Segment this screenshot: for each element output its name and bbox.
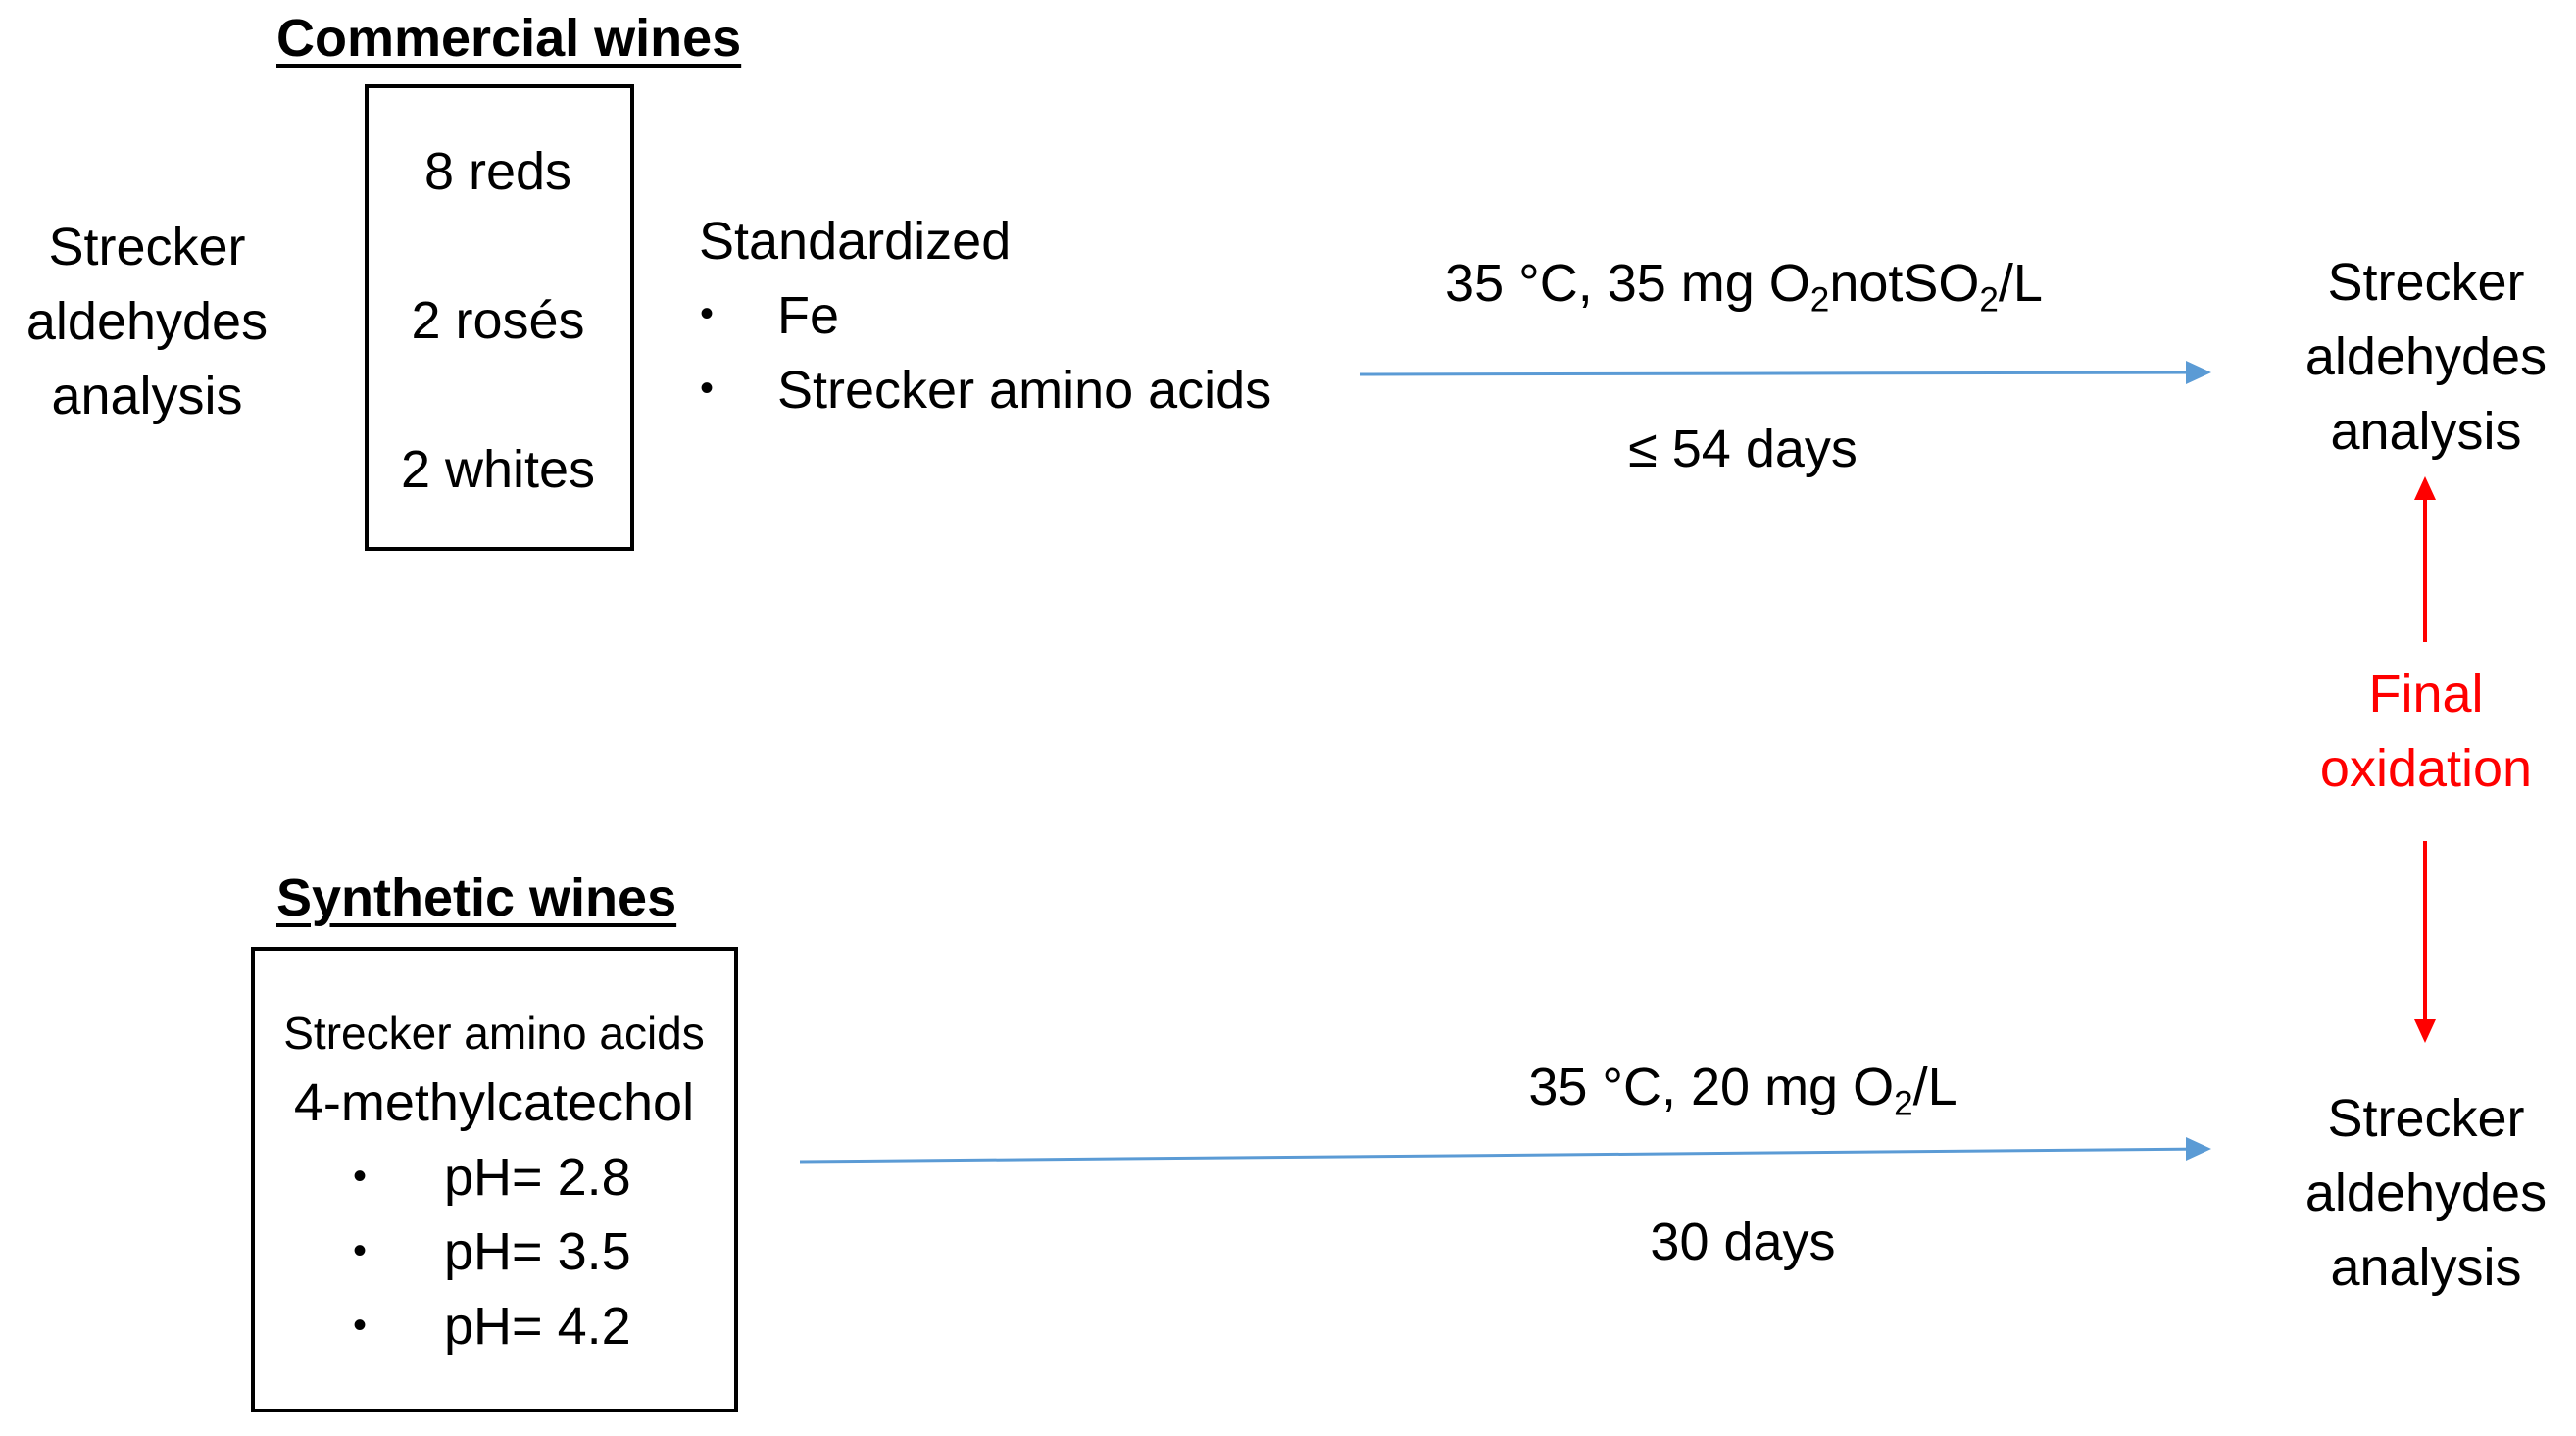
analysis-line: Strecker <box>2327 253 2525 312</box>
wine-count-roses: 2 rosés <box>411 291 585 350</box>
conditions-prefix: 35 °C, 35 mg O <box>1445 254 1810 313</box>
commercial-wines-box <box>365 84 634 551</box>
wine-count-reds: 8 reds <box>423 142 572 201</box>
conditions-subscript: 2 <box>1979 280 1999 320</box>
bullet: • <box>700 292 715 335</box>
synthetic-arrow <box>799 1137 2211 1164</box>
analysis-line: aldehydes <box>2304 327 2548 386</box>
commercial-final-analysis: Strecker aldehydes analysis <box>2305 245 2547 469</box>
analysis-line: Strecker <box>48 218 246 276</box>
synthetic-conditions: 35 °C, 20 mg O2/L <box>1528 1058 1957 1121</box>
final-oxidation-line: Final <box>2368 665 2484 723</box>
bullet: • <box>353 1229 368 1272</box>
final-oxidation-arrow-up <box>2414 476 2436 642</box>
commercial-initial-analysis: Strecker aldehydes analysis <box>26 210 268 433</box>
final-oxidation-line: oxidation <box>2319 739 2533 798</box>
standardized-item-amino-acids: Strecker amino acids <box>777 361 1272 420</box>
conditions-prefix: 35 °C, 20 mg O <box>1528 1058 1895 1116</box>
analysis-line: aldehydes <box>2304 1164 2548 1222</box>
analysis-line: aldehydes <box>25 292 269 351</box>
bullet: • <box>353 1304 368 1347</box>
standardized-item-fe: Fe <box>777 286 840 345</box>
conditions-middle: notSO <box>1829 254 1980 313</box>
wine-count-whites: 2 whites <box>400 440 596 499</box>
analysis-line: analysis <box>51 367 243 425</box>
standardized-label: Standardized <box>699 212 1012 271</box>
conditions-subscript: 2 <box>1809 280 1830 320</box>
conditions-suffix: /L <box>1998 254 2043 313</box>
commercial-conditions: 35 °C, 35 mg O2notSO2/L <box>1445 254 2043 318</box>
bullet: • <box>700 367 715 410</box>
ph-item: pH= 4.2 <box>444 1297 631 1356</box>
ph-item: pH= 2.8 <box>444 1148 631 1207</box>
synthetic-title: Synthetic wines <box>276 868 677 927</box>
analysis-line: Strecker <box>2327 1089 2525 1148</box>
analysis-line: analysis <box>2330 1238 2522 1297</box>
synthetic-duration: 30 days <box>1650 1213 1836 1271</box>
commercial-duration: ≤ 54 days <box>1628 420 1858 478</box>
final-oxidation-label: Final oxidation <box>2320 657 2532 806</box>
bullet: • <box>353 1155 368 1198</box>
analysis-line: analysis <box>2330 402 2522 461</box>
final-oxidation-arrow-down <box>2414 841 2436 1043</box>
synthetic-final-analysis: Strecker aldehydes analysis <box>2305 1081 2547 1305</box>
commercial-title: Commercial wines <box>276 9 742 68</box>
ph-item: pH= 3.5 <box>444 1222 631 1281</box>
conditions-suffix: /L <box>1912 1058 1957 1116</box>
synthetic-methylcatechol: 4-methylcatechol <box>293 1073 695 1132</box>
synthetic-amino-acids: Strecker amino acids <box>283 1008 705 1059</box>
conditions-subscript: 2 <box>1894 1084 1913 1123</box>
synthetic-wines-box <box>251 947 738 1412</box>
commercial-arrow <box>1359 361 2211 384</box>
